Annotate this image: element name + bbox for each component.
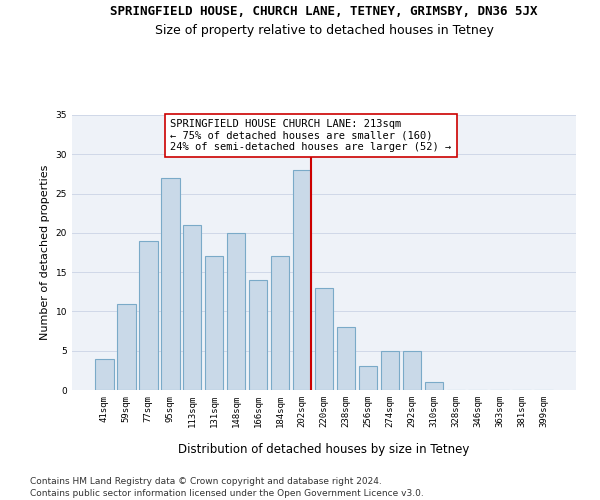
Bar: [271, 256, 289, 390]
Text: SPRINGFIELD HOUSE CHURCH LANE: 213sqm
← 75% of detached houses are smaller (160): SPRINGFIELD HOUSE CHURCH LANE: 213sqm ← …: [170, 119, 451, 152]
Text: Size of property relative to detached houses in Tetney: Size of property relative to detached ho…: [155, 24, 493, 37]
Bar: [117, 304, 136, 390]
Text: Contains public sector information licensed under the Open Government Licence v3: Contains public sector information licen…: [30, 489, 424, 498]
Text: Distribution of detached houses by size in Tetney: Distribution of detached houses by size …: [178, 442, 470, 456]
Bar: [249, 280, 268, 390]
Bar: [425, 382, 443, 390]
Bar: [95, 358, 113, 390]
Bar: [183, 225, 202, 390]
Text: SPRINGFIELD HOUSE, CHURCH LANE, TETNEY, GRIMSBY, DN36 5JX: SPRINGFIELD HOUSE, CHURCH LANE, TETNEY, …: [110, 5, 538, 18]
Bar: [293, 170, 311, 390]
Bar: [139, 240, 158, 390]
Bar: [314, 288, 334, 390]
Bar: [227, 233, 245, 390]
Y-axis label: Number of detached properties: Number of detached properties: [40, 165, 50, 340]
Bar: [403, 350, 421, 390]
Bar: [380, 350, 399, 390]
Bar: [359, 366, 377, 390]
Text: Contains HM Land Registry data © Crown copyright and database right 2024.: Contains HM Land Registry data © Crown c…: [30, 478, 382, 486]
Bar: [337, 327, 355, 390]
Bar: [161, 178, 179, 390]
Bar: [205, 256, 223, 390]
